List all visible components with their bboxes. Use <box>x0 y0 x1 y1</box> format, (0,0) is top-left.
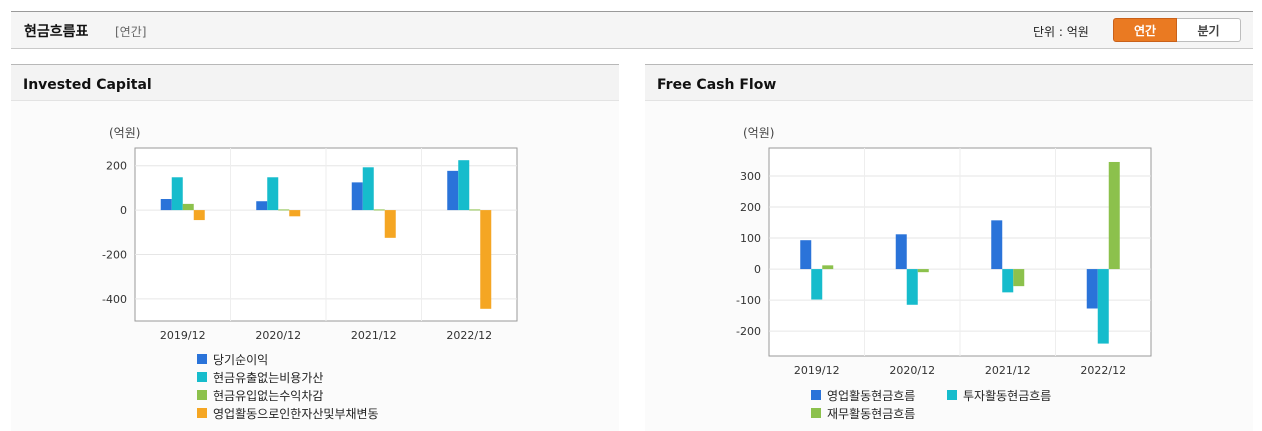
bar <box>1097 269 1109 344</box>
legend-swatch <box>197 408 207 418</box>
chart-title: Free Cash Flow <box>657 77 777 93</box>
y-tick-label: -100 <box>736 294 761 307</box>
panel-header: Free Cash Flow <box>645 65 1253 101</box>
bar <box>193 210 205 221</box>
period-subtitle: [연간] <box>115 25 147 39</box>
x-tick-label: 2019/12 <box>160 329 206 342</box>
y-tick-label: 200 <box>106 160 127 173</box>
free-cash-flow-chart: (억원) 300 200 100 0 -100 -200 2019/12 2020/12 2021… <box>736 126 1152 421</box>
legend-label: 재무활동현금흐름 <box>827 407 915 421</box>
legend-label: 투자활동현금흐름 <box>963 389 1051 403</box>
y-tick-label: 0 <box>754 263 761 276</box>
y-tick-label: 200 <box>740 201 761 214</box>
bar <box>822 265 834 270</box>
bar <box>458 160 470 211</box>
panel-header: Invested Capital <box>11 65 619 101</box>
header-bar: 현금흐름표 [연간] 단위 : 억원 연간 분기 <box>11 11 1253 49</box>
legend-swatch <box>197 372 207 382</box>
legend-label: 현금유출없는비용가산 <box>213 371 323 385</box>
invested-capital-chart: (억원) 200 0 -200 -400 2019/12 2020/12 2021/12 202… <box>102 126 518 421</box>
bar <box>1002 269 1014 293</box>
legend-label: 영업활동현금흐름 <box>827 389 915 403</box>
y-tick-label: 0 <box>120 204 127 217</box>
bar <box>256 201 268 211</box>
bar <box>171 177 183 211</box>
bar <box>1086 269 1098 309</box>
chart-area: (억원) 300 200 100 0 -100 -200 2019/12 2020/12 2021… <box>645 101 1253 431</box>
legend-swatch <box>811 408 821 418</box>
chart-title: Invested Capital <box>23 77 152 93</box>
legend-swatch <box>947 390 957 400</box>
bar <box>480 210 492 309</box>
bar <box>1108 161 1120 270</box>
x-tick-label: 2022/12 <box>446 329 492 342</box>
chart-area: (억원) 200 0 -200 -400 2019/12 2020/12 2021/12 202… <box>11 101 619 431</box>
invested-capital-panel: Invested Capital (억원) 200 0 -200 -400 2019/12… <box>11 64 619 431</box>
annual-toggle-button[interactable]: 연간 <box>1113 18 1177 42</box>
y-tick-label: -200 <box>736 325 761 338</box>
bar <box>160 199 172 211</box>
x-tick-label: 2020/12 <box>889 364 935 377</box>
bar <box>1013 269 1025 287</box>
page-title: 현금흐름표 <box>24 24 89 40</box>
bar <box>278 209 290 211</box>
bar <box>447 170 459 211</box>
x-tick-label: 2019/12 <box>794 364 840 377</box>
legend-label: 현금유입없는수익차감 <box>213 389 323 403</box>
legend-swatch <box>811 390 821 400</box>
bar <box>800 240 812 270</box>
y-tick-label: -200 <box>102 248 127 261</box>
bar <box>182 203 194 211</box>
x-tick-label: 2022/12 <box>1080 364 1126 377</box>
legend-swatch <box>197 390 207 400</box>
quarter-toggle-button[interactable]: 분기 <box>1177 18 1241 42</box>
bar <box>917 269 929 273</box>
bar <box>351 182 363 211</box>
legend-label: 영업활동으로인한자산및부채변동 <box>213 407 379 421</box>
bar <box>289 210 301 217</box>
bar <box>895 234 907 270</box>
legend-label: 당기순이익 <box>213 353 268 367</box>
bar <box>384 210 396 238</box>
y-tick-label: 100 <box>740 232 761 245</box>
bar <box>373 209 385 211</box>
unit-label: (억원) <box>743 126 774 140</box>
y-tick-label: 300 <box>740 170 761 183</box>
bar <box>991 220 1003 270</box>
legend-swatch <box>197 354 207 364</box>
unit-label: (억원) <box>109 126 140 140</box>
unit-label: 단위 : 억원 <box>1033 25 1089 39</box>
bar <box>811 269 823 300</box>
x-tick-label: 2021/12 <box>351 329 397 342</box>
x-tick-label: 2021/12 <box>985 364 1031 377</box>
y-tick-label: -400 <box>102 293 127 306</box>
bar <box>362 167 374 211</box>
bar <box>267 177 279 211</box>
free-cash-flow-panel: Free Cash Flow (억원) 300 200 100 0 -100 -200 201… <box>645 64 1253 431</box>
x-tick-label: 2020/12 <box>255 329 301 342</box>
bar <box>906 269 918 305</box>
bar <box>469 209 481 211</box>
